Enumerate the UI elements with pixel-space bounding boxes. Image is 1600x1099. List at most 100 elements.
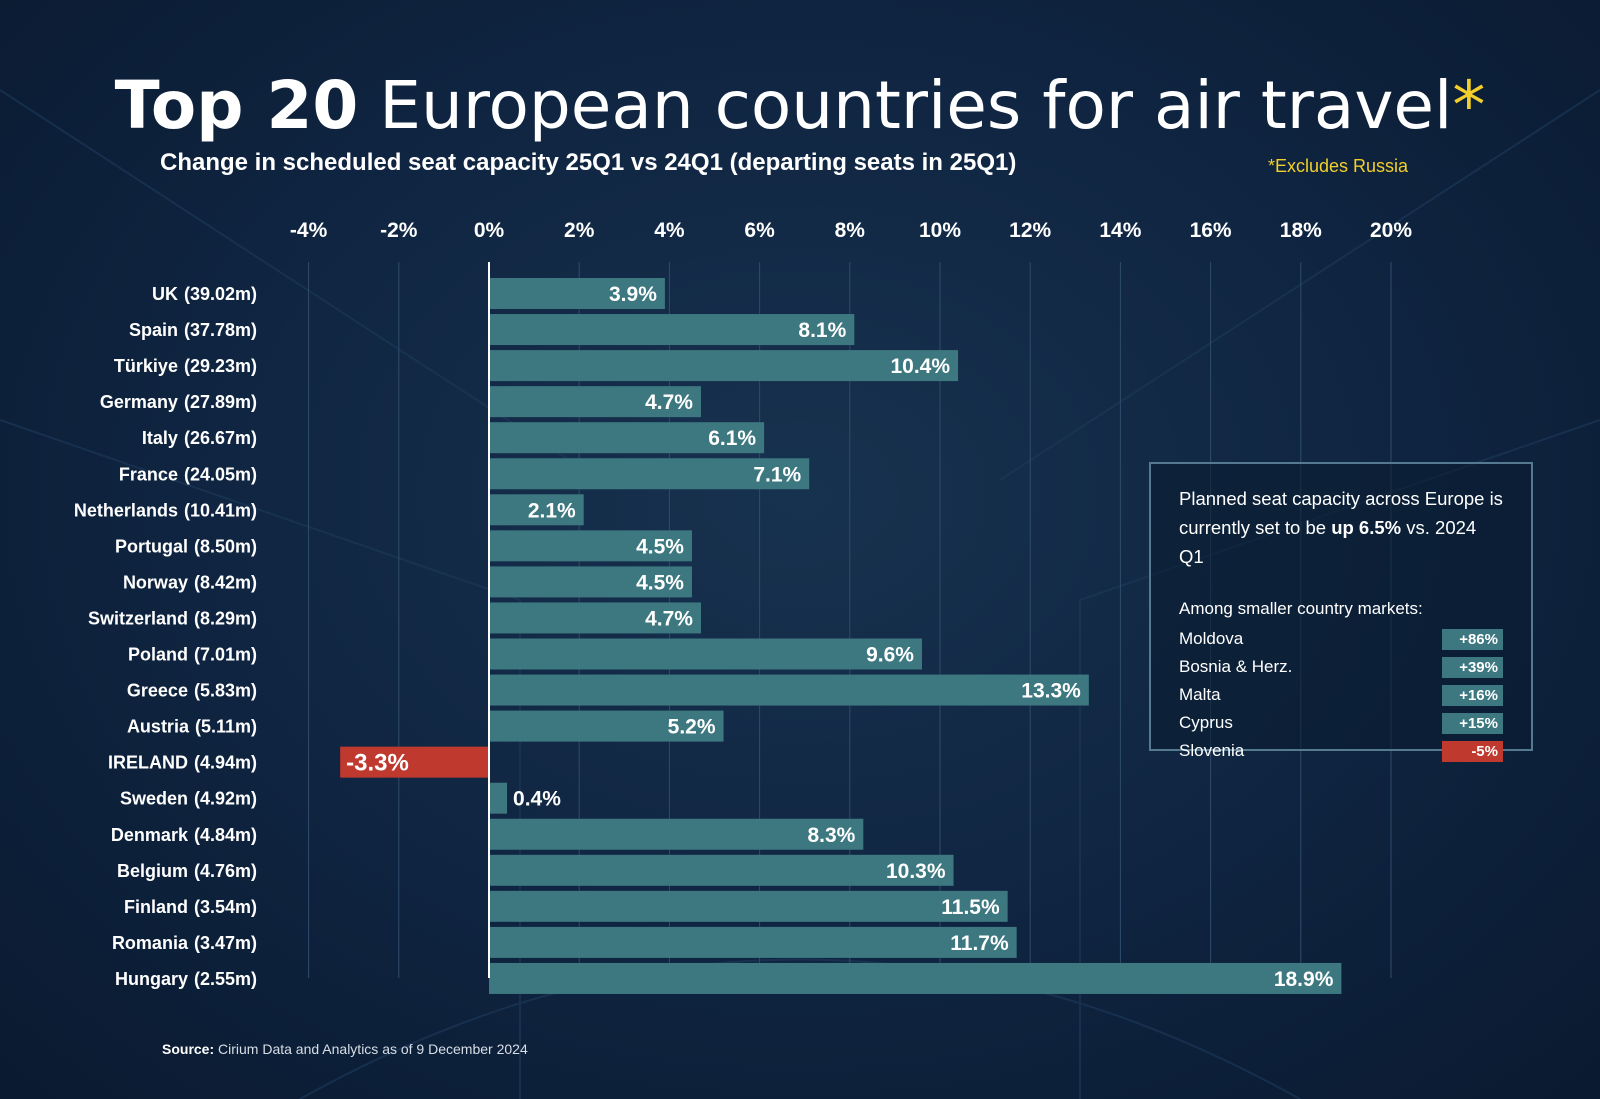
bar: [489, 566, 692, 598]
market-name: Cyprus: [1179, 713, 1233, 732]
market-row: Malta +16%: [1179, 681, 1503, 709]
category-label: Romania (3.47m): [112, 933, 257, 953]
value-label: 13.3%: [1021, 680, 1081, 703]
chart-title: Top 20 European countries for air travel…: [0, 66, 1600, 146]
summary-text-post: vs. 2024 Q1: [1179, 517, 1477, 567]
value-label: 4.5%: [636, 571, 684, 594]
bar: [489, 386, 701, 418]
category-label: Poland (7.01m): [128, 645, 257, 665]
value-label: 10.4%: [890, 355, 950, 378]
value-label: 4.7%: [645, 391, 693, 414]
market-change-badge: +16%: [1442, 684, 1503, 706]
bar: [489, 638, 922, 670]
category-label: France (24.05m): [119, 464, 257, 484]
bar: [489, 674, 1089, 706]
category-label: Finland (3.54m): [124, 897, 257, 917]
value-label: 8.3%: [807, 824, 855, 847]
market-row: Bosnia & Herz. +39%: [1179, 653, 1503, 681]
value-label: 8.1%: [798, 319, 846, 342]
value-label: 18.9%: [1274, 968, 1334, 991]
x-tick-label: 0%: [474, 219, 505, 242]
category-label: Hungary (2.55m): [115, 969, 257, 989]
market-row: Cyprus +15%: [1179, 709, 1503, 737]
market-change-badge: +39%: [1442, 656, 1503, 678]
bar: [489, 530, 692, 562]
category-label: IRELAND (4.94m): [108, 753, 257, 773]
value-labels: 3.9% 8.1% 10.4% 4.7% 6.1% 7.1% 2.1% 4.5% 4.5% 4.7…: [346, 283, 1334, 991]
x-tick-label: 6%: [744, 219, 775, 242]
bar: [489, 890, 1008, 922]
bar: [340, 746, 489, 778]
x-tick-label: 20%: [1370, 219, 1412, 242]
market-name: Malta: [1179, 685, 1221, 704]
market-change-badge: -5%: [1442, 740, 1503, 762]
x-tick-label: 8%: [835, 219, 866, 242]
x-tick-label: 18%: [1280, 219, 1322, 242]
value-label: 0.4%: [513, 788, 561, 811]
x-tick-label: 12%: [1009, 219, 1051, 242]
value-label: -3.3%: [346, 750, 409, 777]
summary-text-pre: Planned seat capacity across Europe is c…: [1179, 488, 1503, 538]
market-change-badge: +86%: [1442, 628, 1503, 650]
title-bold: Top 20: [114, 67, 359, 144]
x-tick-label: 2%: [564, 219, 595, 242]
market-name: Bosnia & Herz.: [1179, 657, 1293, 676]
category-label: Türkiye (29.23m): [114, 356, 257, 376]
category-label: Switzerland (8.29m): [88, 608, 257, 628]
category-label: Spain (37.78m): [129, 320, 257, 340]
category-label: UK (39.02m): [152, 284, 257, 304]
value-label: 9.6%: [866, 644, 914, 667]
category-label: Greece (5.83m): [127, 681, 257, 701]
x-tick-label: -4%: [290, 219, 328, 242]
chart-subtitle: Change in scheduled seat capacity 25Q1 v…: [160, 149, 1017, 176]
bar: [489, 602, 701, 634]
market-name: Moldova: [1179, 629, 1244, 648]
bar: [489, 458, 810, 490]
value-label: 4.5%: [636, 535, 684, 558]
value-label: 11.7%: [950, 932, 1009, 955]
bar: [489, 854, 954, 886]
title-light: European countries for air travel: [379, 67, 1453, 144]
summary-text-bold: up 6.5%: [1331, 517, 1402, 538]
x-tick-labels: -4% -2% 0% 2% 4% 6% 8% 10% 12% 14% 16% 18% 20%: [290, 219, 1412, 242]
source-label: Source:: [162, 1041, 215, 1057]
category-label: Netherlands (10.41m): [74, 500, 257, 520]
x-tick-label: 16%: [1190, 219, 1232, 242]
market-row: Slovenia -5%: [1179, 737, 1503, 765]
value-label: 5.2%: [668, 716, 716, 739]
value-label: 11.5%: [941, 896, 1000, 919]
bars: [340, 278, 1342, 994]
bar: [489, 962, 1342, 994]
bar: [489, 926, 1017, 958]
smaller-markets-list: Moldova +86% Bosnia & Herz. +39% Malta +16% Cy…: [1179, 625, 1503, 765]
market-change-badge: +15%: [1442, 712, 1503, 734]
value-label: 4.7%: [645, 607, 693, 630]
x-tick-label: 4%: [654, 219, 685, 242]
category-labels: UK (39.02m) Spain (37.78m) Türkiye (29.23m) Ge…: [74, 284, 257, 989]
category-label: Sweden (4.92m): [120, 789, 257, 809]
value-label: 6.1%: [708, 427, 756, 450]
smaller-markets-heading: Among smaller country markets:: [1179, 599, 1423, 618]
category-label: Denmark (4.84m): [111, 825, 257, 845]
x-tick-label: 10%: [919, 219, 961, 242]
bar: [489, 314, 855, 346]
x-tick-label: -2%: [380, 219, 418, 242]
bar: [489, 782, 508, 814]
summary-text: Planned seat capacity across Europe is c…: [1179, 484, 1503, 571]
value-label: 2.1%: [528, 499, 576, 522]
bar-chart: -4% -2% 0% 2% 4% 6% 8% 10% 12% 14% 16% 18% 20% UK (39…: [74, 219, 1412, 994]
bar: [489, 278, 665, 309]
market-name: Slovenia: [1179, 741, 1245, 760]
footnote: *Excludes Russia: [1268, 156, 1409, 176]
source-text: Cirium Data and Analytics as of 9 Decemb…: [218, 1041, 528, 1057]
category-label: Portugal (8.50m): [115, 536, 257, 556]
bar: [489, 422, 765, 454]
category-label: Austria (5.11m): [127, 717, 257, 737]
category-label: Italy (26.67m): [142, 428, 257, 448]
value-label: 3.9%: [609, 283, 657, 306]
market-row: Moldova +86%: [1179, 625, 1503, 653]
bar: [489, 710, 724, 742]
category-label: Germany (27.89m): [100, 392, 257, 412]
category-label: Belgium (4.76m): [117, 861, 257, 881]
title-asterisk: *: [1452, 67, 1486, 144]
